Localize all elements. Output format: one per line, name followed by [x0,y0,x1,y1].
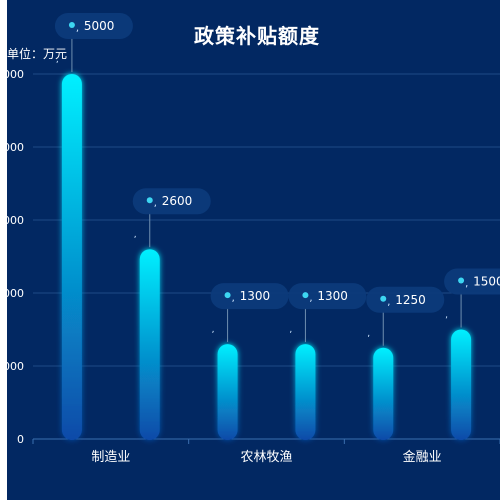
unit-label: 单位：万元 [7,47,68,61]
bar [61,74,82,440]
x-tick-label: 金融业 [403,449,442,465]
x-tick-label: 制造业 [91,450,130,465]
value-pill [210,283,289,310]
data-labels: 5000,, 2600,, 1300,, 1300,, 1250,, 1500,, [54,13,500,346]
data-label-separator: , [56,55,59,65]
data-label-separator: , [289,325,292,335]
y-tick-label: 000 [7,68,24,81]
y-tick-label: 000 [7,287,24,300]
y-tick-label: 000 [7,141,24,154]
bar [373,347,394,440]
y-tick-label: 000 [7,214,24,227]
data-label: 5000 [84,19,115,33]
value-dot [380,295,387,302]
data-label-separator: , [367,329,370,339]
value-dot [224,292,231,299]
value-dot [302,292,309,299]
data-label-separator: , [309,293,312,304]
data-label-separator: , [154,198,157,209]
bar [217,344,238,440]
data-label-separator: , [134,230,137,240]
bar [139,249,160,440]
x-tick-label: 农林牧渔 [240,450,292,465]
value-pill [444,268,500,295]
data-label-separator: , [387,297,390,308]
data-label-separator: , [465,279,468,290]
y-tick-label: 000 [7,360,24,373]
value-dot [146,197,153,204]
bars [61,74,472,440]
data-label: 1500 [473,275,500,289]
data-label-separator: , [232,293,235,304]
data-label: 1300 [317,289,348,303]
value-pill [288,283,367,310]
chart-title: 政策补贴额度 [194,24,320,48]
data-label: 2600 [162,194,193,208]
data-label-separator: , [212,325,215,335]
data-label: 1250 [395,293,426,307]
grid-lines [33,73,500,367]
value-pill [132,188,211,215]
data-label: 1300 [240,289,271,303]
value-pill [54,13,133,39]
bar [295,344,316,440]
value-pill [366,286,445,313]
bar [451,329,472,440]
axes: 0000000000000000制造业农林牧渔金融业 [7,68,500,465]
chart-canvas: 0000000000000000制造业农林牧渔金融业 5000,,2600,,1… [7,13,500,465]
chart-panel: 0000000000000000制造业农林牧渔金融业 5000,,2600,,1… [7,0,500,500]
value-dot [458,277,465,284]
value-dot [68,22,75,28]
data-label-separator: , [76,23,79,34]
data-label-separator: , [445,311,448,321]
y-tick-label: 0 [17,433,24,446]
